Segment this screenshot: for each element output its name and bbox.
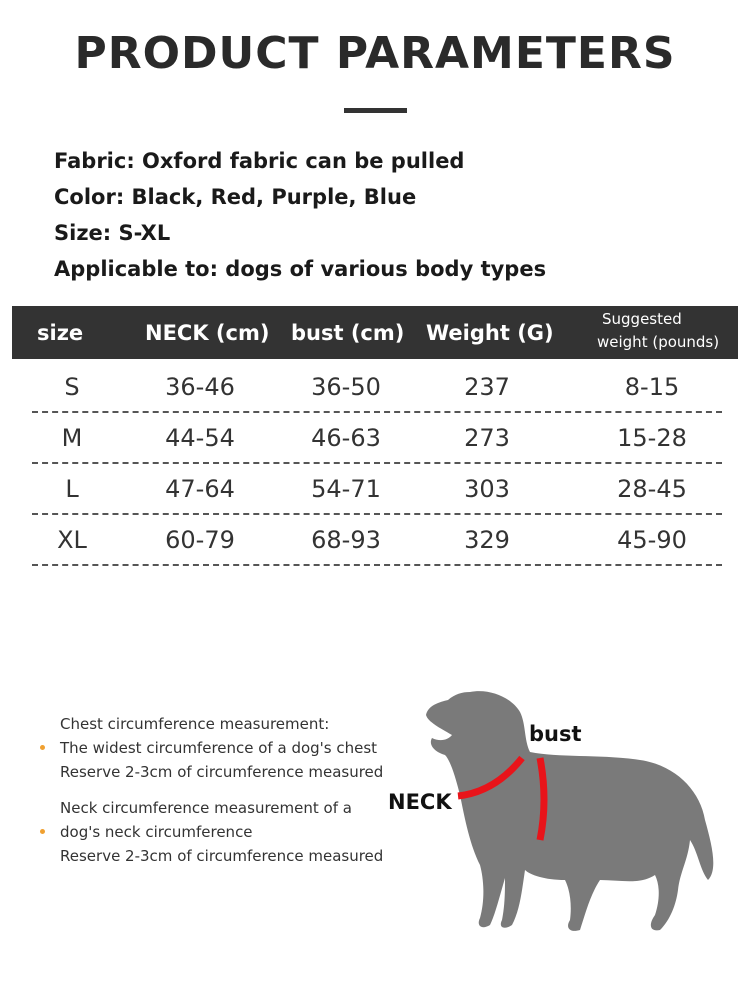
table-cell: XL [57,526,87,554]
table-cell: 8-15 [624,373,680,401]
table-cell: 303 [464,475,510,503]
table-cell: 36-50 [311,373,381,401]
neck-note: Neck circumference measurement of a dog'… [60,796,383,868]
dog-silhouette-icon [426,691,714,931]
header-bust: bust (cm) [291,321,405,345]
table-cell: 60-79 [165,526,235,554]
spec-fabric: Fabric: Oxford fabric can be pulled [54,149,465,173]
table-cell: 237 [464,373,510,401]
header-size: size [37,321,84,345]
neck-strap [457,755,525,800]
table-cell: S [64,373,80,401]
header-suggested-line2: weight (pounds) [597,333,720,351]
header-suggested-weight: Suggested weight (pounds) [597,308,720,354]
neck-label: NECK [388,790,452,814]
header-suggested-line1: Suggested [602,310,682,328]
table-cell: 54-71 [311,475,381,503]
table-row: L 47-64 54-71 303 28-45 [32,465,722,515]
table-cell: 45-90 [617,526,687,554]
table-cell: 329 [464,526,510,554]
table-cell: L [65,475,79,503]
spec-size: Size: S-XL [54,221,171,245]
table-cell: 47-64 [165,475,235,503]
table-cell: 36-46 [165,373,235,401]
table-cell: 15-28 [617,424,687,452]
table-cell: M [61,424,83,452]
table-row: S 36-46 36-50 237 8-15 [32,363,722,413]
table-header: size NECK (cm) bust (cm) Weight (G) Sugg… [12,306,738,359]
title-divider [344,108,407,113]
page-title: PRODUCT PARAMETERS [74,28,676,79]
bust-label: bust [529,722,582,746]
chest-note-line: The widest circumference of a dog's ches… [60,739,378,757]
bullet-icon [40,829,45,834]
neck-note-line: dog's neck circumference [60,823,253,841]
table-row: XL 60-79 68-93 329 45-90 [32,516,722,566]
chest-note-line: Reserve 2-3cm of circumference measured [60,763,384,781]
table-row: M 44-54 46-63 273 15-28 [32,414,722,464]
bullet-icon [40,745,45,750]
chest-note: Chest circumference measurement: The wid… [60,712,383,784]
spec-color: Color: Black, Red, Purple, Blue [54,185,417,209]
neck-note-line: Reserve 2-3cm of circumference measured [60,847,384,865]
table-cell: 273 [464,424,510,452]
header-weight: Weight (G) [426,321,554,345]
chest-note-line: Chest circumference measurement: [60,715,330,733]
table-cell: 28-45 [617,475,687,503]
neck-note-line: Neck circumference measurement of a [60,799,352,817]
table-cell: 46-63 [311,424,381,452]
table-cell: 44-54 [165,424,235,452]
table-cell: 68-93 [311,526,381,554]
spec-list: Fabric: Oxford fabric can be pulled Colo… [54,143,546,287]
bust-strap [536,757,548,841]
header-neck: NECK (cm) [145,321,270,345]
spec-applicable: Applicable to: dogs of various body type… [54,257,547,281]
